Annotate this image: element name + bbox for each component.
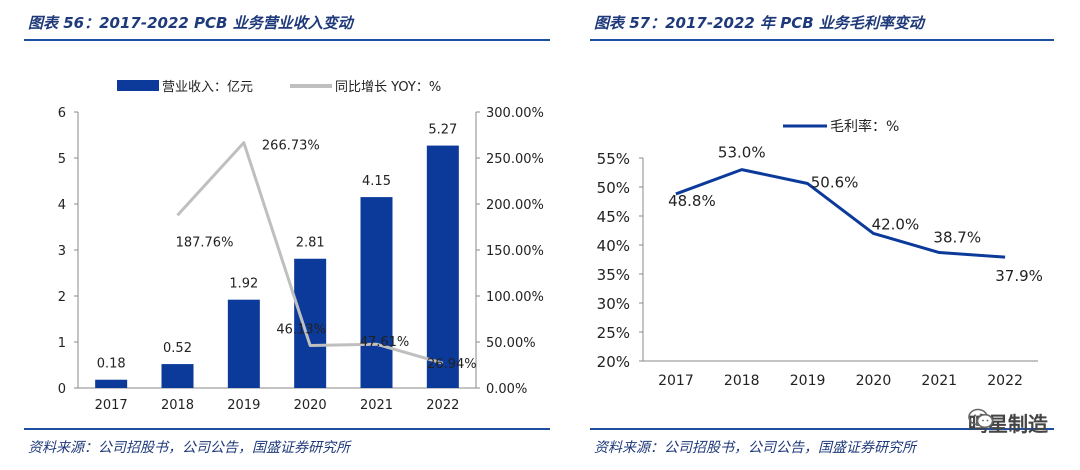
revenue-chart-title: 图表 56：2017-2022 PCB 业务营业收入变动 <box>28 14 353 32</box>
yoy-growth-label: 266.73% <box>262 139 320 154</box>
title-divider <box>590 39 1054 41</box>
yoy-growth-label: 26.94% <box>427 357 477 372</box>
legend-revenue-swatch <box>117 80 159 91</box>
margin-chart-panel: 图表 57：2017-2022 年 PCB 业务毛利率变动 20% 25% 30% 3… <box>580 0 1080 470</box>
revenue-bar-label: 4.15 <box>362 174 391 189</box>
gross-margin-label: 37.9% <box>995 267 1043 285</box>
revenue-bar-label: 5.27 <box>428 123 457 138</box>
margin-source-note: 资料来源：公司招股书，公司公告，国盛证券研究所 <box>594 440 916 456</box>
watermark: 鸣星制造 <box>968 408 1048 437</box>
y-tick-label-left: 0 <box>58 382 66 397</box>
gross-margin-line <box>675 168 1006 259</box>
yoy-growth-label: 187.76% <box>176 235 234 250</box>
x-tick-label: 2018 <box>724 373 760 389</box>
title-divider <box>24 39 550 41</box>
revenue-bar <box>360 197 393 388</box>
x-tick-label: 2020 <box>294 398 327 413</box>
yoy-growth-label: 47.61% <box>360 335 410 350</box>
y-tick-label-right: 50.00% <box>486 336 536 351</box>
y-tick-label: 40% <box>597 237 630 255</box>
revenue-bar <box>426 145 459 388</box>
x-tick-label: 2021 <box>360 398 393 413</box>
revenue-bar <box>294 258 327 388</box>
gross-margin-label: 53.0% <box>718 144 766 162</box>
y-tick-label-left: 1 <box>58 336 66 351</box>
margin-chart-title: 图表 57：2017-2022 年 PCB 业务毛利率变动 <box>594 14 924 32</box>
y-tick-label: 45% <box>597 208 630 226</box>
revenue-chart: 0 1 2 3 4 5 6 0.00% 50.00% 100.00% 150.00% 200.00% 2… <box>58 80 544 413</box>
y-tick-label: 50% <box>597 179 630 197</box>
wechat-icon <box>968 408 994 429</box>
y-tick-label-right: 100.00% <box>486 290 544 305</box>
revenue-chart-panel: 图表 56：2017-2022 PCB 业务营业收入变动 0 1 2 3 4 5 6 0.00… <box>24 14 550 456</box>
x-tick-label: 2021 <box>921 373 957 389</box>
revenue-bar-label: 1.92 <box>229 277 258 292</box>
revenue-bar <box>95 379 128 388</box>
gross-margin-label: 42.0% <box>872 215 920 233</box>
x-tick-label: 2019 <box>227 398 260 413</box>
y-tick-label-right: 150.00% <box>486 244 544 259</box>
x-tick-label: 2018 <box>161 398 194 413</box>
gross-margin-label: 50.6% <box>811 174 859 192</box>
y-tick-label-right: 250.00% <box>486 152 544 167</box>
y-tick-label-left: 2 <box>58 290 66 305</box>
revenue-bar-label: 0.52 <box>163 341 192 356</box>
x-tick-label: 2017 <box>95 398 128 413</box>
y-tick-label: 20% <box>597 353 630 371</box>
y-tick-label-right: 200.00% <box>486 198 544 213</box>
y-tick-label-left: 5 <box>58 152 66 167</box>
yoy-growth-line <box>176 141 444 365</box>
revenue-bar-label: 0.18 <box>97 357 126 372</box>
legend-margin-label: 毛利率：% <box>830 118 899 135</box>
y-tick-label-right: 300.00% <box>486 106 544 121</box>
y-tick-label-left: 6 <box>58 106 66 121</box>
revenue-bar <box>227 299 260 388</box>
x-tick-label: 2019 <box>790 373 826 389</box>
source-divider <box>24 428 550 430</box>
legend-yoy-label: 同比增长 YOY：% <box>335 80 441 95</box>
revenue-bar <box>161 364 194 388</box>
margin-chart: 20% 25% 30% 35% 40% 45% 50% 55% 2017 2018 2019 2020… <box>597 118 1043 389</box>
y-tick-label: 55% <box>597 150 630 168</box>
y-tick-label-left: 4 <box>58 198 66 213</box>
legend-revenue-label: 营业收入：亿元 <box>162 80 253 95</box>
gross-margin-label: 38.7% <box>933 229 981 247</box>
revenue-bar-label: 2.81 <box>296 236 325 251</box>
x-tick-label: 2017 <box>658 373 694 389</box>
yoy-growth-label: 46.13% <box>276 323 326 338</box>
x-tick-label: 2022 <box>987 373 1023 389</box>
source-divider <box>590 428 1054 430</box>
x-tick-label: 2020 <box>856 373 892 389</box>
gross-margin-label: 48.8% <box>668 192 716 210</box>
y-tick-label-left: 3 <box>58 244 66 259</box>
y-tick-label: 30% <box>597 295 630 313</box>
revenue-source-note: 资料来源：公司招股书，公司公告，国盛证券研究所 <box>28 440 350 456</box>
x-tick-label: 2022 <box>426 398 459 413</box>
y-tick-label: 35% <box>597 266 630 284</box>
y-tick-label-right: 0.00% <box>486 382 527 397</box>
y-tick-label: 25% <box>597 324 630 342</box>
